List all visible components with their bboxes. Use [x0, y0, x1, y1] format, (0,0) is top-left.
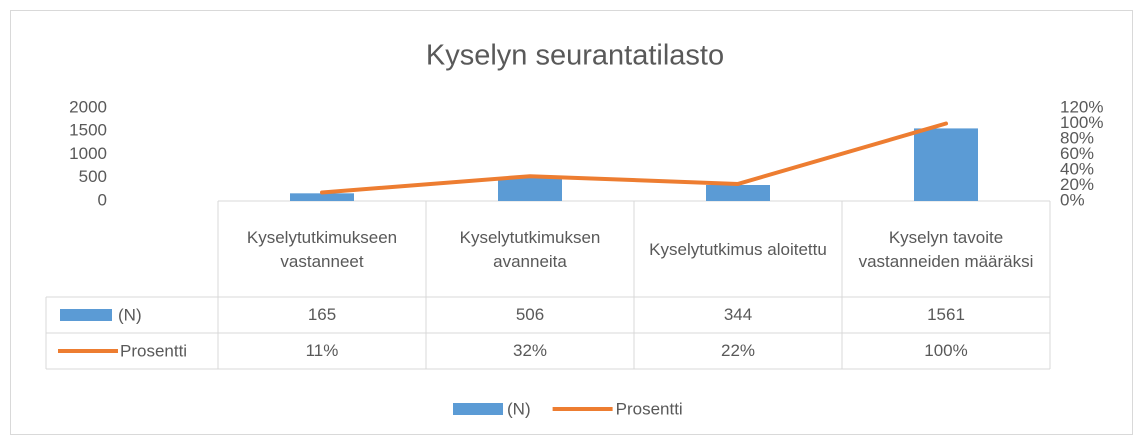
- bar: [498, 177, 562, 201]
- table-value: 11%: [305, 341, 339, 360]
- y-tick-label: 2000: [69, 97, 107, 116]
- category-label: Kyselyn tavoite vastanneiden määräksi: [858, 228, 1034, 271]
- y2-tick-label: 60%: [1060, 144, 1094, 163]
- category-label: Kyselytutkimus aloitettu: [649, 240, 827, 259]
- legend-label: Prosentti: [616, 399, 683, 418]
- table-value: 22%: [720, 341, 756, 360]
- table-value: 165: [307, 305, 337, 324]
- table-value: 32%: [512, 341, 548, 360]
- y2-tick-label: 0%: [1060, 190, 1085, 209]
- y-tick-label: 500: [79, 167, 107, 186]
- line: [320, 121, 948, 195]
- table-value: 344: [723, 305, 753, 324]
- y2-tick-label: 100%: [1060, 113, 1103, 132]
- y-tick-label: 0: [98, 190, 107, 209]
- y-tick-label: 1500: [69, 121, 107, 140]
- table-value: 1561: [927, 305, 965, 324]
- category-label: Kyselytutkimukseen vastanneet: [246, 228, 398, 271]
- y-tick-label: 1000: [69, 144, 107, 163]
- legend-label: (N): [507, 399, 531, 418]
- table-value: 506: [515, 305, 545, 324]
- y2-tick-label: 20%: [1060, 175, 1094, 194]
- y2-tick-label: 40%: [1060, 159, 1094, 178]
- table-row-label: (N): [118, 305, 142, 324]
- y2-tick-label: 120%: [1060, 97, 1103, 116]
- chart-title: Kyselyn seurantatilasto: [426, 40, 724, 72]
- table-row-label: Prosentti: [120, 341, 187, 360]
- bar: [706, 185, 770, 201]
- chart-border: [10, 10, 1133, 435]
- legend-key: [453, 403, 503, 415]
- bar: [290, 193, 354, 201]
- y2-tick-label: 80%: [1060, 128, 1094, 147]
- table-value: 100%: [924, 341, 968, 360]
- bar: [914, 128, 978, 201]
- table-legend-key: [60, 309, 112, 321]
- category-label: Kyselytutkimuksen avanneita: [459, 228, 601, 271]
